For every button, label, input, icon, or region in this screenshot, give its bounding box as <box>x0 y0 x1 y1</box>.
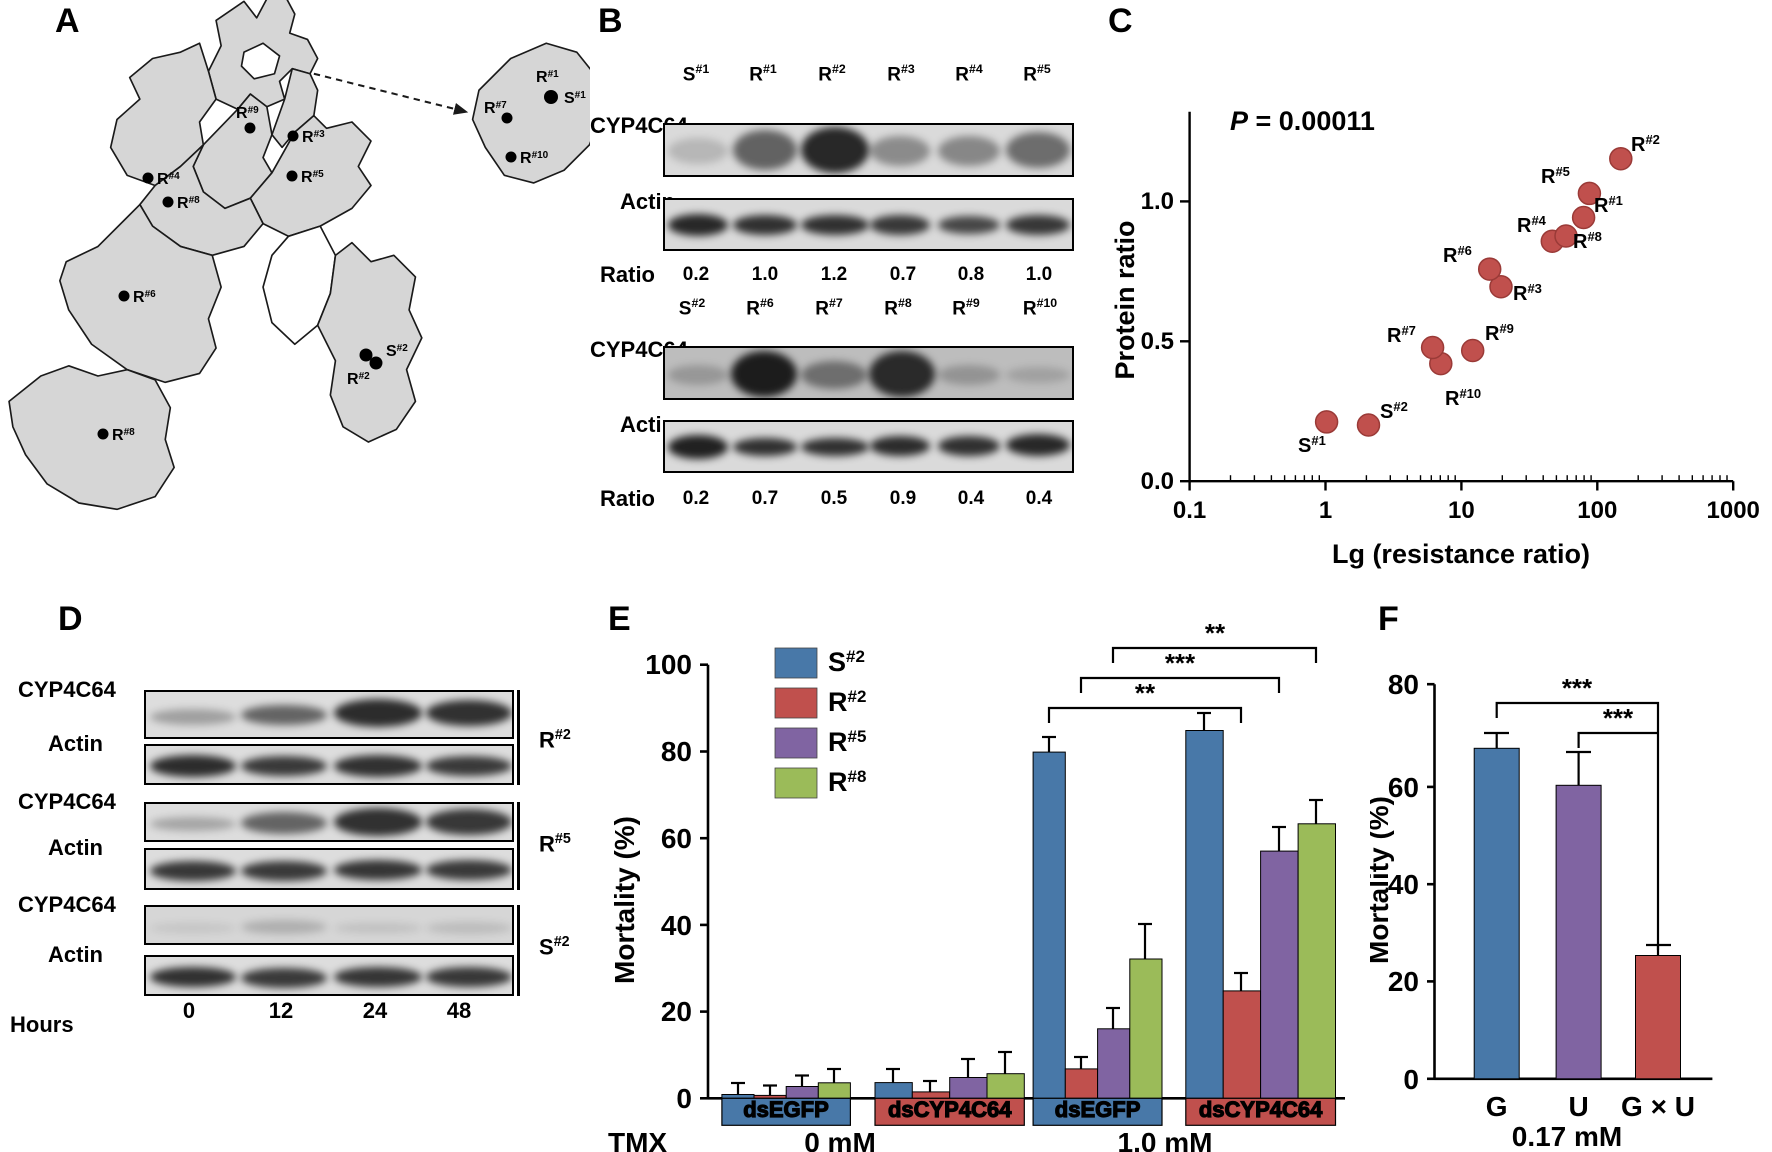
svg-text:**: ** <box>1135 678 1156 708</box>
svg-text:80: 80 <box>661 736 692 767</box>
svg-text:R#7: R#7 <box>1387 323 1416 348</box>
svg-text:0: 0 <box>1403 1064 1419 1095</box>
svg-text:G × U: G × U <box>1621 1091 1695 1122</box>
svg-text:0.1: 0.1 <box>1173 497 1206 524</box>
svg-text:Mortality (%): Mortality (%) <box>1370 796 1394 964</box>
svg-text:Protein ratio: Protein ratio <box>1110 220 1140 379</box>
svg-text:R#3: R#3 <box>1513 281 1542 306</box>
svg-text:R#5: R#5 <box>1541 164 1570 189</box>
svg-text:***: *** <box>1165 648 1196 678</box>
svg-text:S#1: S#1 <box>1298 433 1326 458</box>
svg-text:dsEGFP: dsEGFP <box>1055 1097 1141 1122</box>
svg-text:1000: 1000 <box>1707 497 1760 524</box>
svg-text:R#2: R#2 <box>1631 132 1660 157</box>
svg-text:0.5: 0.5 <box>1141 328 1174 355</box>
svg-text:1.0: 1.0 <box>1141 188 1174 215</box>
svg-text:S#2: S#2 <box>1380 399 1408 424</box>
svg-text:R#5: R#5 <box>828 727 866 758</box>
svg-text:***: *** <box>1603 703 1634 733</box>
svg-text:G: G <box>1486 1091 1508 1122</box>
svg-text:R#10: R#10 <box>1445 386 1481 411</box>
svg-text:dsEGFP: dsEGFP <box>743 1097 829 1122</box>
svg-text:0.0: 0.0 <box>1141 468 1174 495</box>
svg-text:1: 1 <box>1319 497 1332 524</box>
svg-text:80: 80 <box>1388 669 1419 700</box>
svg-text:P = 0.00011: P = 0.00011 <box>1230 106 1375 136</box>
svg-text:Lg (resistance ratio): Lg (resistance ratio) <box>1332 539 1590 569</box>
svg-text:1.0 mM: 1.0 mM <box>1118 1127 1213 1152</box>
svg-text:100: 100 <box>1577 497 1617 524</box>
svg-text:60: 60 <box>661 823 692 854</box>
svg-text:R#9: R#9 <box>1485 321 1514 346</box>
svg-text:10: 10 <box>1448 497 1475 524</box>
svg-text:dsCYP4C64: dsCYP4C64 <box>888 1097 1012 1122</box>
svg-text:TMX: TMX <box>608 1127 667 1152</box>
svg-text:**: ** <box>1205 618 1226 648</box>
svg-text:S#2: S#2 <box>828 647 865 678</box>
svg-text:20: 20 <box>661 996 692 1027</box>
svg-text:R#2: R#2 <box>828 687 866 718</box>
svg-text:0.17 mM: 0.17 mM <box>1512 1121 1623 1152</box>
svg-text:R#8: R#8 <box>828 767 866 798</box>
svg-text:0: 0 <box>676 1083 692 1114</box>
svg-text:U: U <box>1568 1091 1588 1122</box>
svg-text:***: *** <box>1562 673 1593 703</box>
svg-text:Mortality (%): Mortality (%) <box>609 816 640 984</box>
svg-text:0 mM: 0 mM <box>804 1127 876 1152</box>
svg-text:20: 20 <box>1388 966 1419 997</box>
svg-text:dsCYP4C64: dsCYP4C64 <box>1199 1097 1323 1122</box>
svg-text:R#1: R#1 <box>1594 193 1623 218</box>
svg-text:R#4: R#4 <box>1517 213 1547 238</box>
svg-text:R#6: R#6 <box>1443 243 1472 268</box>
svg-text:100: 100 <box>645 649 692 680</box>
svg-text:40: 40 <box>661 910 692 941</box>
svg-text:R#8: R#8 <box>1573 229 1602 254</box>
